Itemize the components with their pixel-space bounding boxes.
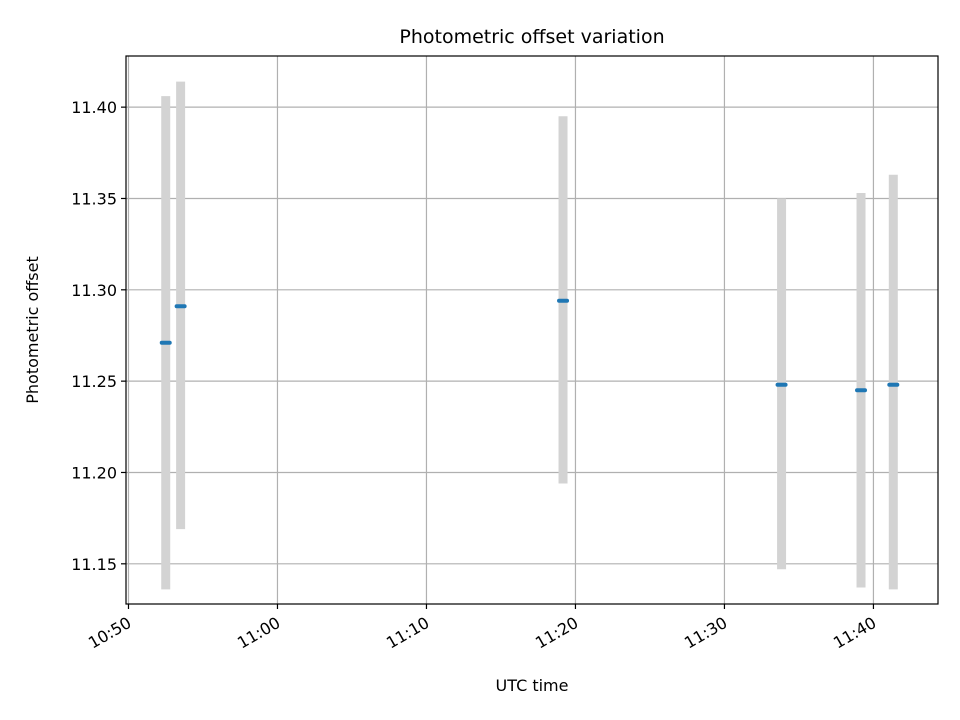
x-tick-label: 10:50 [85,613,134,653]
y-axis-label: Photometric offset [23,256,42,404]
y-tick-label: 11.40 [71,98,117,117]
x-axis-ticks: 10:50 11:00 11:10 11:20 11:30 11:40 [85,604,879,653]
y-tick-label: 11.15 [71,555,117,574]
x-tick-label: 11:40 [830,613,879,653]
chart-title: Photometric offset variation [399,26,664,48]
grid [126,56,938,604]
y-tick-label: 11.25 [71,372,117,391]
y-tick-label: 11.30 [71,281,117,300]
error-bars [161,81,898,590]
x-axis-label: UTC time [496,676,569,695]
x-tick-label: 11:30 [681,613,730,653]
x-tick-label: 11:10 [383,613,432,653]
x-tick-label: 11:00 [234,613,283,653]
x-tick-label: 11:20 [532,613,581,653]
y-tick-label: 11.20 [71,463,117,482]
data-points [159,298,900,393]
y-tick-label: 11.35 [71,189,117,208]
y-axis-ticks: 11.15 11.20 11.25 11.30 11.35 11.40 [71,98,126,574]
plot-frame [125,55,939,605]
